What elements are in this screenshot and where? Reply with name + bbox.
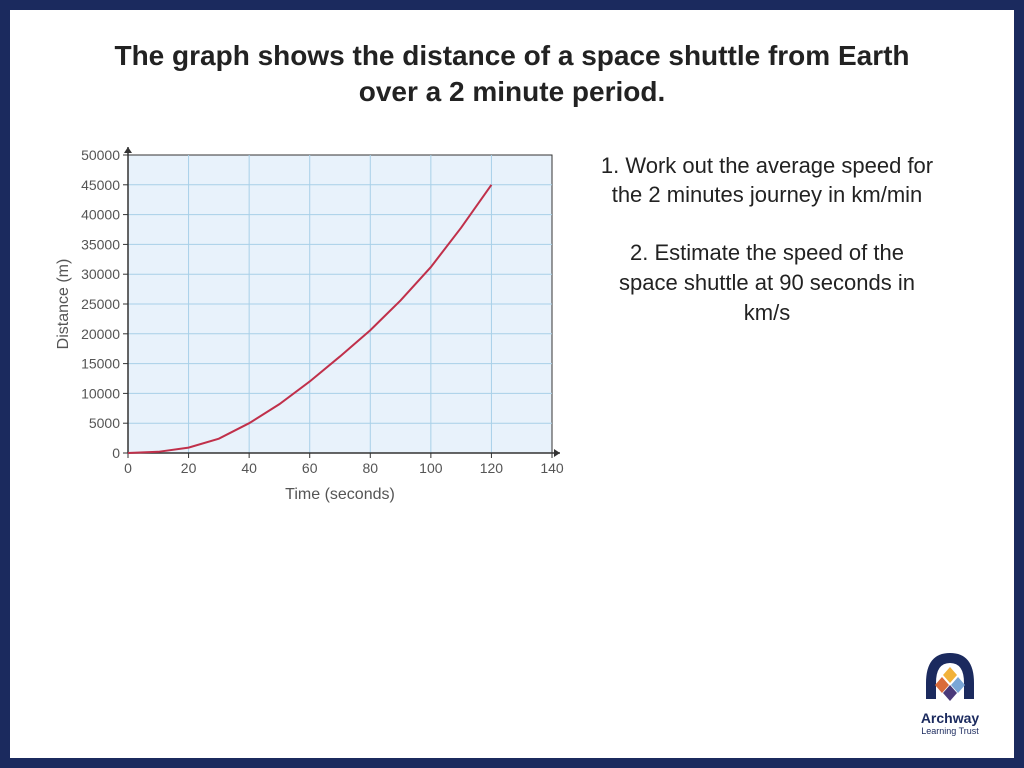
svg-text:20000: 20000 — [81, 326, 120, 342]
svg-text:40: 40 — [241, 460, 257, 476]
question-1: 1. Work out the average speed for the 2 … — [600, 151, 934, 210]
svg-text:0: 0 — [124, 460, 132, 476]
svg-text:120: 120 — [480, 460, 504, 476]
q1-text: Work out the average speed for the 2 min… — [612, 153, 933, 208]
svg-text:5000: 5000 — [89, 415, 120, 431]
svg-text:100: 100 — [419, 460, 443, 476]
archway-logo-icon — [916, 647, 984, 703]
distance-time-chart: 0 20 40 60 80 100 120 140 0 5000 10000 15000 20000 25… — [50, 141, 570, 511]
svg-text:60: 60 — [302, 460, 318, 476]
question-2: 2. Estimate the speed of the space shutt… — [600, 238, 934, 327]
svg-text:25000: 25000 — [81, 296, 120, 312]
svg-text:45000: 45000 — [81, 177, 120, 193]
logo-sub: Learning Trust — [916, 726, 984, 736]
questions: 1. Work out the average speed for the 2 … — [570, 141, 974, 516]
page-title: The graph shows the distance of a space … — [10, 10, 1014, 111]
content-row: 0 20 40 60 80 100 120 140 0 5000 10000 15000 20000 25… — [10, 111, 1014, 516]
svg-text:Distance (m): Distance (m) — [55, 258, 72, 349]
svg-text:30000: 30000 — [81, 266, 120, 282]
svg-text:Time (seconds): Time (seconds) — [285, 486, 395, 503]
svg-text:10000: 10000 — [81, 385, 120, 401]
chart-container: 0 20 40 60 80 100 120 140 0 5000 10000 15000 20000 25… — [50, 141, 570, 516]
svg-text:20: 20 — [181, 460, 197, 476]
q2-number: 2. — [630, 240, 648, 265]
logo-name: Archway — [916, 710, 984, 726]
q2-text: Estimate the speed of the space shuttle … — [619, 240, 915, 324]
svg-text:80: 80 — [362, 460, 378, 476]
q1-number: 1. — [601, 153, 619, 178]
svg-text:15000: 15000 — [81, 355, 120, 371]
logo: Archway Learning Trust — [916, 647, 984, 736]
svg-text:35000: 35000 — [81, 236, 120, 252]
svg-text:140: 140 — [540, 460, 564, 476]
svg-text:40000: 40000 — [81, 206, 120, 222]
slide-frame: The graph shows the distance of a space … — [0, 0, 1024, 768]
svg-text:0: 0 — [112, 445, 120, 461]
svg-text:50000: 50000 — [81, 147, 120, 163]
